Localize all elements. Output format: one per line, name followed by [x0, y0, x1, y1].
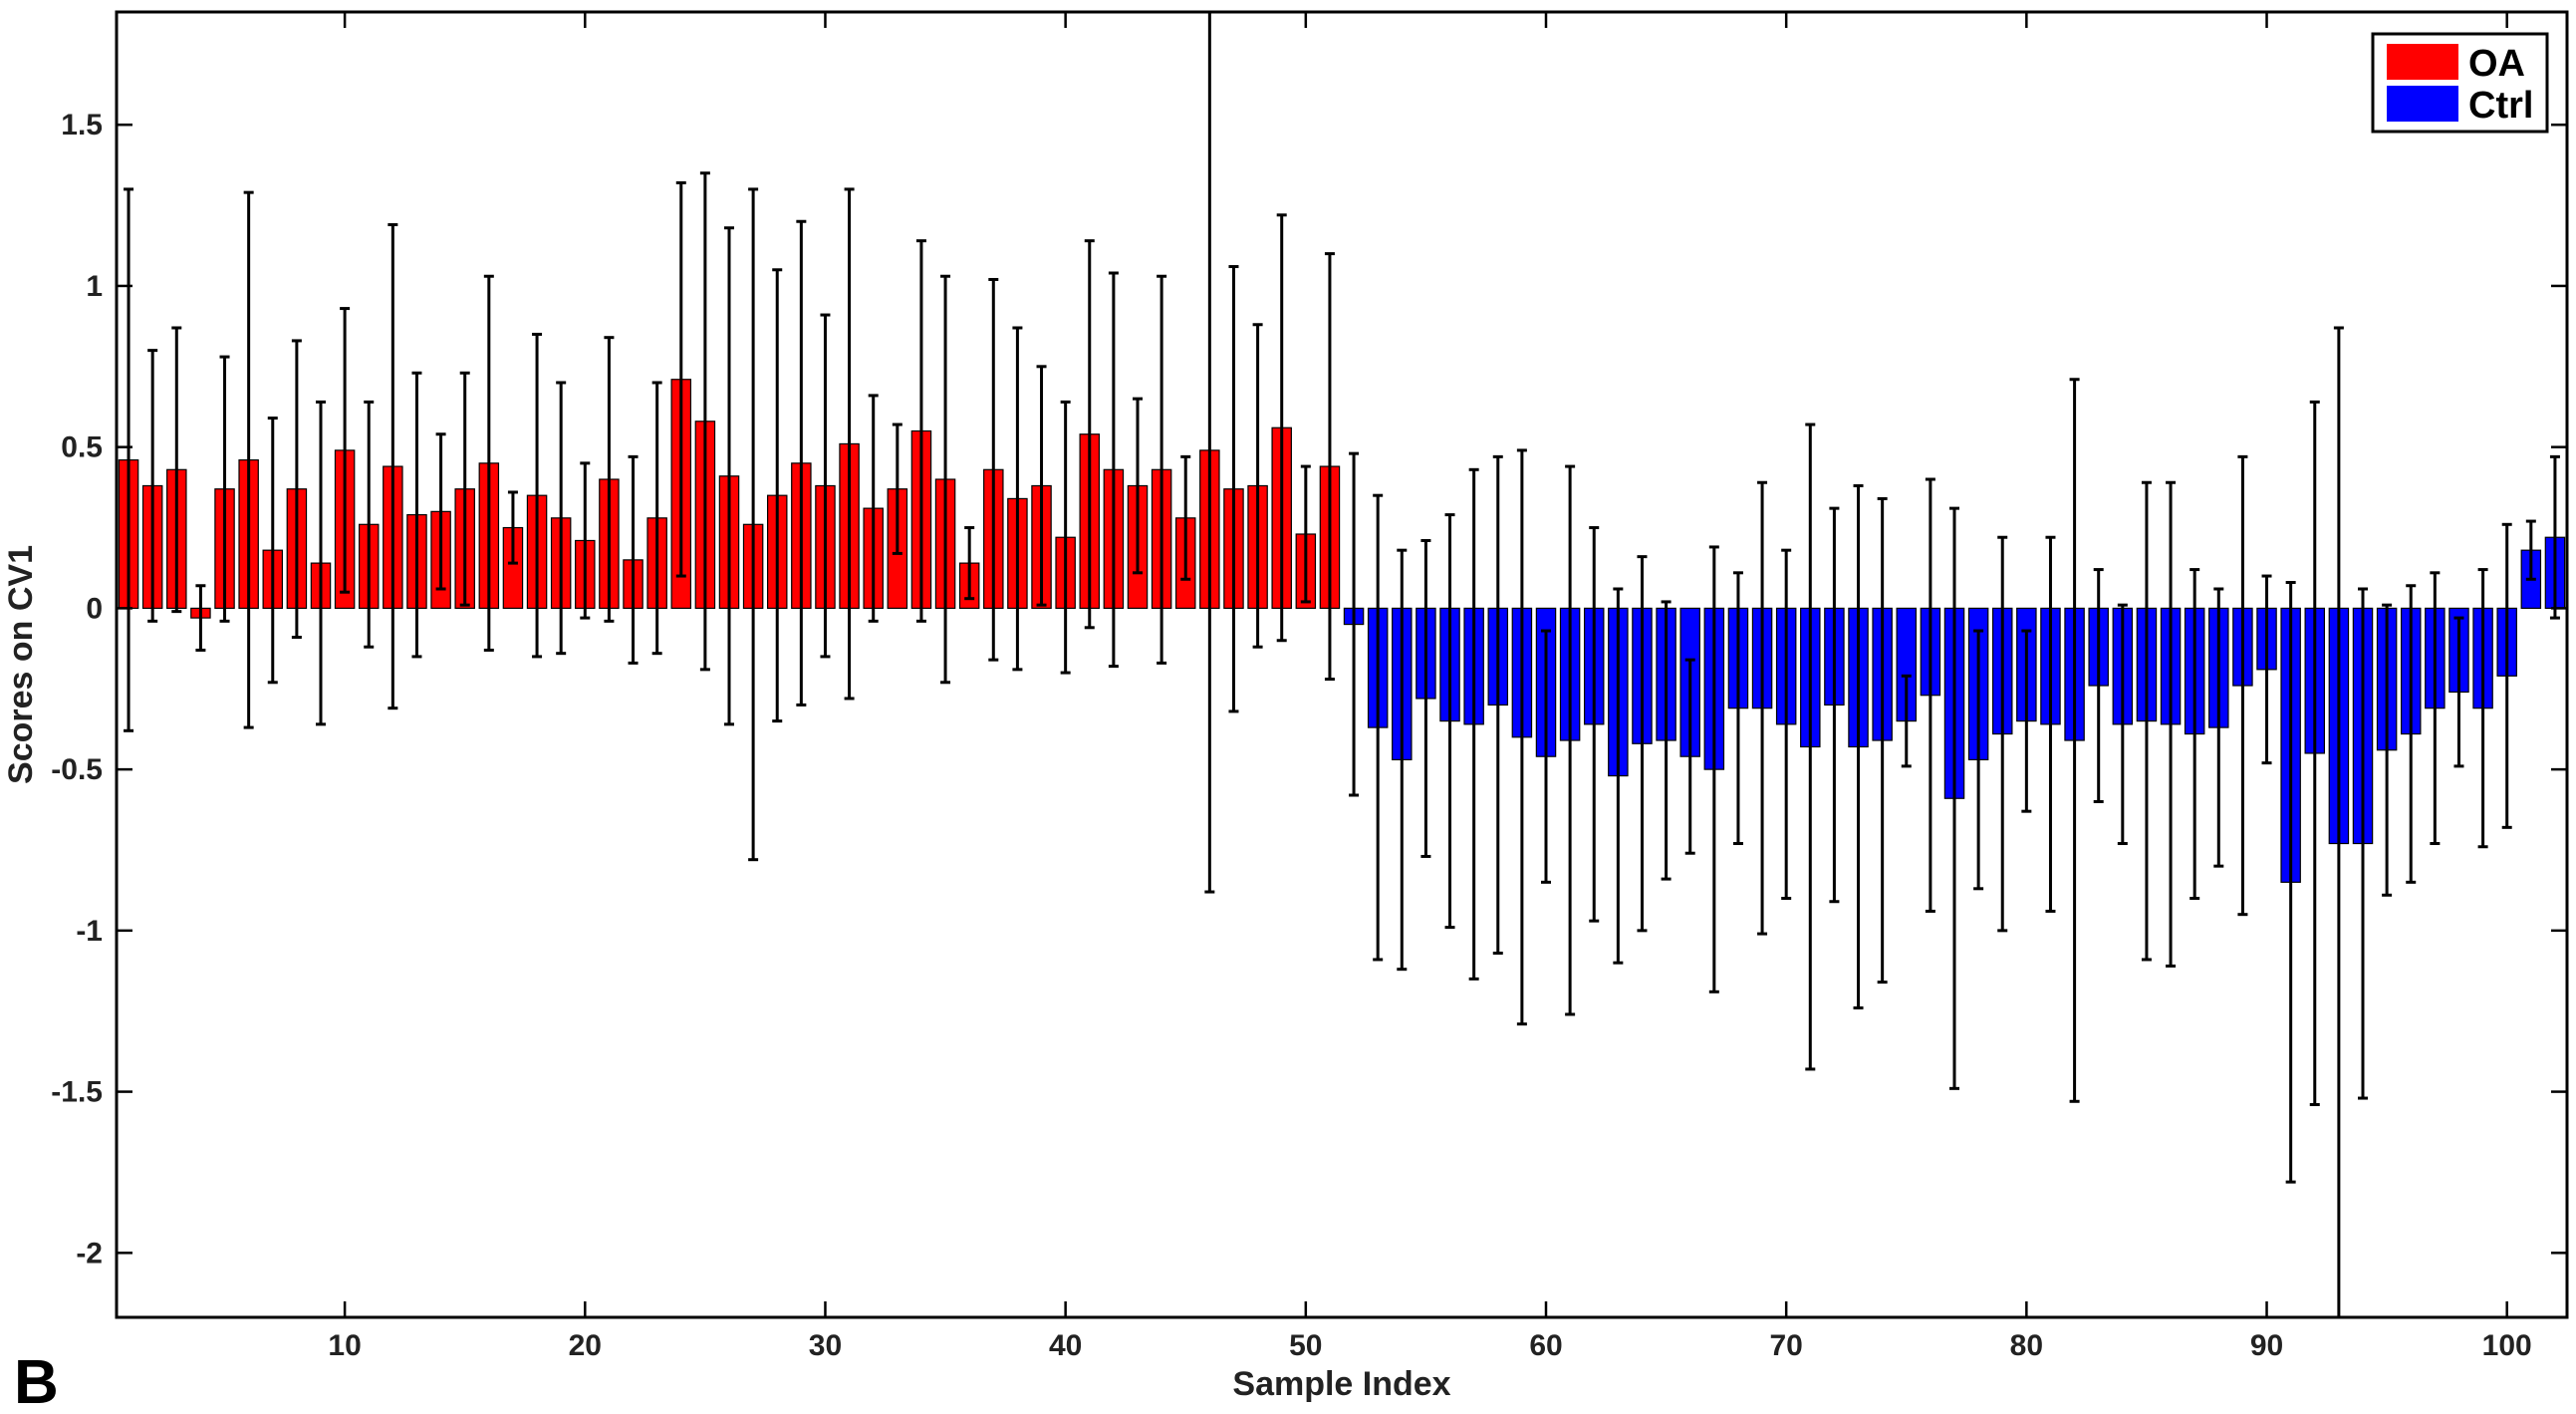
y-tick-label: -1 — [76, 915, 103, 948]
x-tick-label: 70 — [1769, 1329, 1802, 1362]
y-tick-label: -1.5 — [51, 1076, 103, 1109]
y-tick-label: -0.5 — [51, 753, 103, 786]
error-bars-layer — [124, 12, 2560, 1317]
y-axis-label: Scores on CV1 — [2, 545, 40, 784]
plot-frame — [115, 10, 2569, 1319]
x-tick-label: 90 — [2250, 1329, 2283, 1362]
y-tick-label: 1.5 — [61, 109, 103, 141]
legend-swatch-oa — [2387, 44, 2458, 80]
x-tick-labels: 10 20 30 40 50 60 70 80 90 100 — [328, 1329, 2531, 1362]
x-tick-label: 10 — [328, 1329, 361, 1362]
y-tick-label: 0.5 — [61, 431, 103, 464]
x-tick-label: 100 — [2482, 1329, 2532, 1362]
x-tick-label: 80 — [2010, 1329, 2043, 1362]
y-tick-label: 1 — [86, 270, 103, 303]
y-tick-label: -2 — [76, 1237, 103, 1270]
legend-swatch-ctrl — [2387, 86, 2458, 122]
legend: OA Ctrl — [2371, 32, 2549, 134]
x-tick-label: 20 — [569, 1329, 602, 1362]
legend-label-ctrl: Ctrl — [2468, 85, 2533, 127]
ticks-layer — [117, 12, 2567, 1317]
x-axis-label: Sample Index — [1232, 1365, 1450, 1403]
legend-label-oa: OA — [2468, 43, 2525, 85]
x-tick-label: 30 — [809, 1329, 842, 1362]
x-tick-label: 50 — [1289, 1329, 1322, 1362]
y-tick-label: 0 — [86, 592, 103, 625]
x-tick-label: 60 — [1529, 1329, 1562, 1362]
y-tick-labels: -2 -1.5 -1 -0.5 0 0.5 1 1.5 — [51, 109, 103, 1270]
x-tick-label: 40 — [1049, 1329, 1082, 1362]
panel-label: B — [14, 1348, 59, 1414]
